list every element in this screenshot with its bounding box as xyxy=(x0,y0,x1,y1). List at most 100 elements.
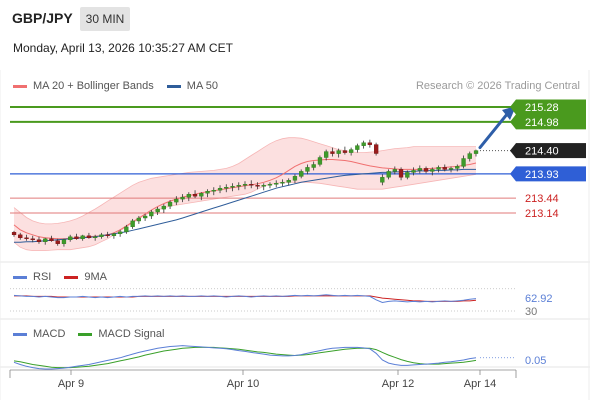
candle-up xyxy=(68,236,73,241)
signal-legend-label: MACD Signal xyxy=(98,328,165,340)
x-tick-label: Apr 10 xyxy=(227,378,259,390)
candle-up xyxy=(336,150,341,154)
macd-legend: MACD MACD Signal xyxy=(13,328,164,340)
price-tag-label-215.28: 215.28 xyxy=(525,102,559,114)
candle-up xyxy=(405,172,410,178)
x-tick-label: Apr 9 xyxy=(58,378,84,390)
candle-down xyxy=(105,234,110,237)
candle-down xyxy=(24,237,29,240)
candle-down xyxy=(55,240,60,244)
candle-up xyxy=(317,157,323,165)
forecast-arrow-shaft xyxy=(478,111,510,150)
timeframe-badge[interactable]: 30 MIN xyxy=(80,7,130,31)
candle-up xyxy=(117,231,123,235)
rsi-reference-label: 30 xyxy=(525,306,537,318)
signal-swatch xyxy=(78,332,93,336)
ma20-swatch xyxy=(13,84,27,88)
candle-up xyxy=(161,205,166,210)
candle-up xyxy=(99,234,104,238)
price-tag-label-214.98: 214.98 xyxy=(525,117,559,129)
price-tag-label-213.93: 213.93 xyxy=(525,169,559,181)
candle-up xyxy=(305,167,310,172)
credit-text: Research © 2026 Trading Central xyxy=(415,80,580,92)
candle-down xyxy=(11,232,17,236)
price-tag-pointer xyxy=(510,143,516,159)
candle-up xyxy=(299,171,304,177)
candle-up xyxy=(380,177,385,183)
candle-down xyxy=(74,236,79,240)
price-level-label-213.44: 213.44 xyxy=(525,193,559,205)
candle-up xyxy=(392,169,397,172)
candle-down xyxy=(255,185,260,187)
candle-down xyxy=(86,235,92,239)
candle-up xyxy=(286,180,291,183)
ma50-legend-label: MA 50 xyxy=(186,80,218,92)
price-tag-box-214.40 xyxy=(516,143,586,159)
candle-up xyxy=(386,171,391,178)
candle-up xyxy=(199,192,204,197)
candle-up xyxy=(311,164,316,168)
candle-up xyxy=(461,158,466,167)
chart-header: GBP/JPY 30 MIN Monday, April 13, 2026 10… xyxy=(0,0,590,70)
macd-legend-label: MACD xyxy=(33,328,66,340)
candle-up xyxy=(324,151,329,158)
candle-up xyxy=(111,233,117,237)
rsi-line xyxy=(13,294,477,304)
candle-up xyxy=(274,183,279,185)
ma50-swatch xyxy=(166,84,181,88)
ma9-legend-label: 9MA xyxy=(84,271,107,283)
candle-up xyxy=(174,198,179,203)
candle-down xyxy=(342,150,348,153)
candle-up xyxy=(230,186,235,188)
candle-down xyxy=(49,238,54,242)
candle-up xyxy=(180,196,185,200)
candle-up xyxy=(361,142,366,146)
candle-up xyxy=(155,208,160,213)
x-tick-label: Apr 12 xyxy=(382,378,414,390)
candle-up xyxy=(436,167,441,170)
candle-up xyxy=(205,190,210,194)
price-tag-pointer xyxy=(510,166,516,182)
candle-up xyxy=(355,145,360,150)
candle-down xyxy=(398,169,404,178)
candle-down xyxy=(367,142,372,145)
candle-up xyxy=(92,236,98,239)
candle-up xyxy=(349,149,354,153)
candle-up xyxy=(261,185,266,187)
candle-up xyxy=(186,193,191,198)
timestamp: Monday, April 13, 2026 10:35:27 AM CET xyxy=(13,41,233,55)
price-tag-pointer xyxy=(510,114,516,130)
macd-signal-line xyxy=(13,346,477,369)
price-tag-box-215.28 xyxy=(516,99,586,115)
candle-up xyxy=(242,184,248,186)
candle-down xyxy=(330,151,335,154)
candle-up xyxy=(417,168,422,171)
candle-up xyxy=(292,176,298,181)
candle-up xyxy=(448,168,454,170)
candle-down xyxy=(249,184,254,186)
candle-up xyxy=(136,217,141,222)
candle-up xyxy=(124,226,129,233)
candle-up xyxy=(167,201,173,207)
price-tag-pointer xyxy=(510,99,516,115)
candle-down xyxy=(192,193,198,197)
macd-line xyxy=(13,345,477,370)
rsi-legend-label: RSI xyxy=(33,271,52,283)
candle-down xyxy=(442,167,447,170)
price-level-label-213.14: 213.14 xyxy=(525,208,559,220)
instrument-title: GBP/JPY xyxy=(12,10,73,26)
candle-up xyxy=(217,187,223,191)
candle-up xyxy=(43,238,48,243)
price-legend: MA 20 + Bollinger Bands MA 50 xyxy=(13,80,218,92)
macd-last-value: 0.05 xyxy=(525,355,546,367)
candle-up xyxy=(142,215,148,219)
candle-down xyxy=(423,168,429,172)
candle-up xyxy=(455,166,460,169)
candle-up xyxy=(473,150,479,154)
candle-down xyxy=(18,234,23,239)
macd-swatch xyxy=(13,332,27,336)
candle-up xyxy=(411,170,416,173)
candle-down xyxy=(374,144,379,154)
price-tag-label-214.40: 214.40 xyxy=(525,146,559,158)
